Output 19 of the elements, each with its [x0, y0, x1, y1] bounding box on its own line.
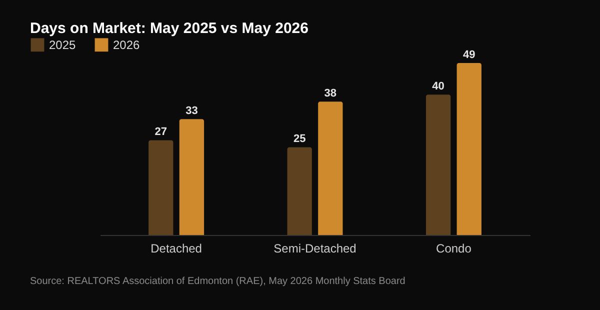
bar	[318, 102, 343, 235]
bar	[179, 119, 204, 235]
data-label: 27	[154, 126, 168, 138]
bar	[456, 63, 482, 235]
legend-label: 2026	[113, 38, 140, 52]
data-label: 38	[324, 88, 337, 100]
data-label: 33	[186, 105, 198, 118]
data-label: 25	[293, 133, 306, 146]
bar	[426, 94, 451, 235]
bar	[287, 147, 312, 235]
data-label: 49	[462, 49, 476, 61]
x-tick-label: Semi-Detached	[274, 242, 356, 256]
legend-label: 2025	[49, 38, 76, 52]
bar	[148, 140, 174, 235]
x-tick-label: Condo	[436, 242, 472, 256]
data-label: 40	[432, 80, 444, 93]
x-tick-label: Detached	[150, 242, 202, 256]
source-note: Source: REALTORS Association of Edmonton (RAE), May 2026 Monthly Stats Board	[30, 276, 406, 287]
chart-title: Days on Market: May 2025 vs May 2026	[30, 20, 308, 37]
